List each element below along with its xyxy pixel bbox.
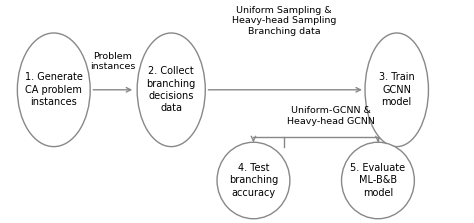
Text: 1. Generate
CA problem
instances: 1. Generate CA problem instances	[25, 72, 82, 107]
Text: 4. Test
branching
accuracy: 4. Test branching accuracy	[229, 163, 278, 198]
Ellipse shape	[18, 33, 90, 147]
Ellipse shape	[342, 142, 414, 219]
Text: 3. Train
GCNN
model: 3. Train GCNN model	[379, 72, 415, 107]
Text: Uniform Sampling &
Heavy-head Sampling
Branching data: Uniform Sampling & Heavy-head Sampling B…	[232, 6, 336, 36]
Ellipse shape	[217, 142, 290, 219]
Ellipse shape	[137, 33, 205, 147]
Text: Uniform-GCNN &
Heavy-head GCNN: Uniform-GCNN & Heavy-head GCNN	[287, 106, 375, 126]
Text: 5. Evaluate
ML-B&B
model: 5. Evaluate ML-B&B model	[350, 163, 406, 198]
Ellipse shape	[365, 33, 428, 147]
Text: Problem
instances: Problem instances	[90, 52, 135, 71]
Text: 2. Collect
branching
decisions
data: 2. Collect branching decisions data	[146, 66, 196, 114]
